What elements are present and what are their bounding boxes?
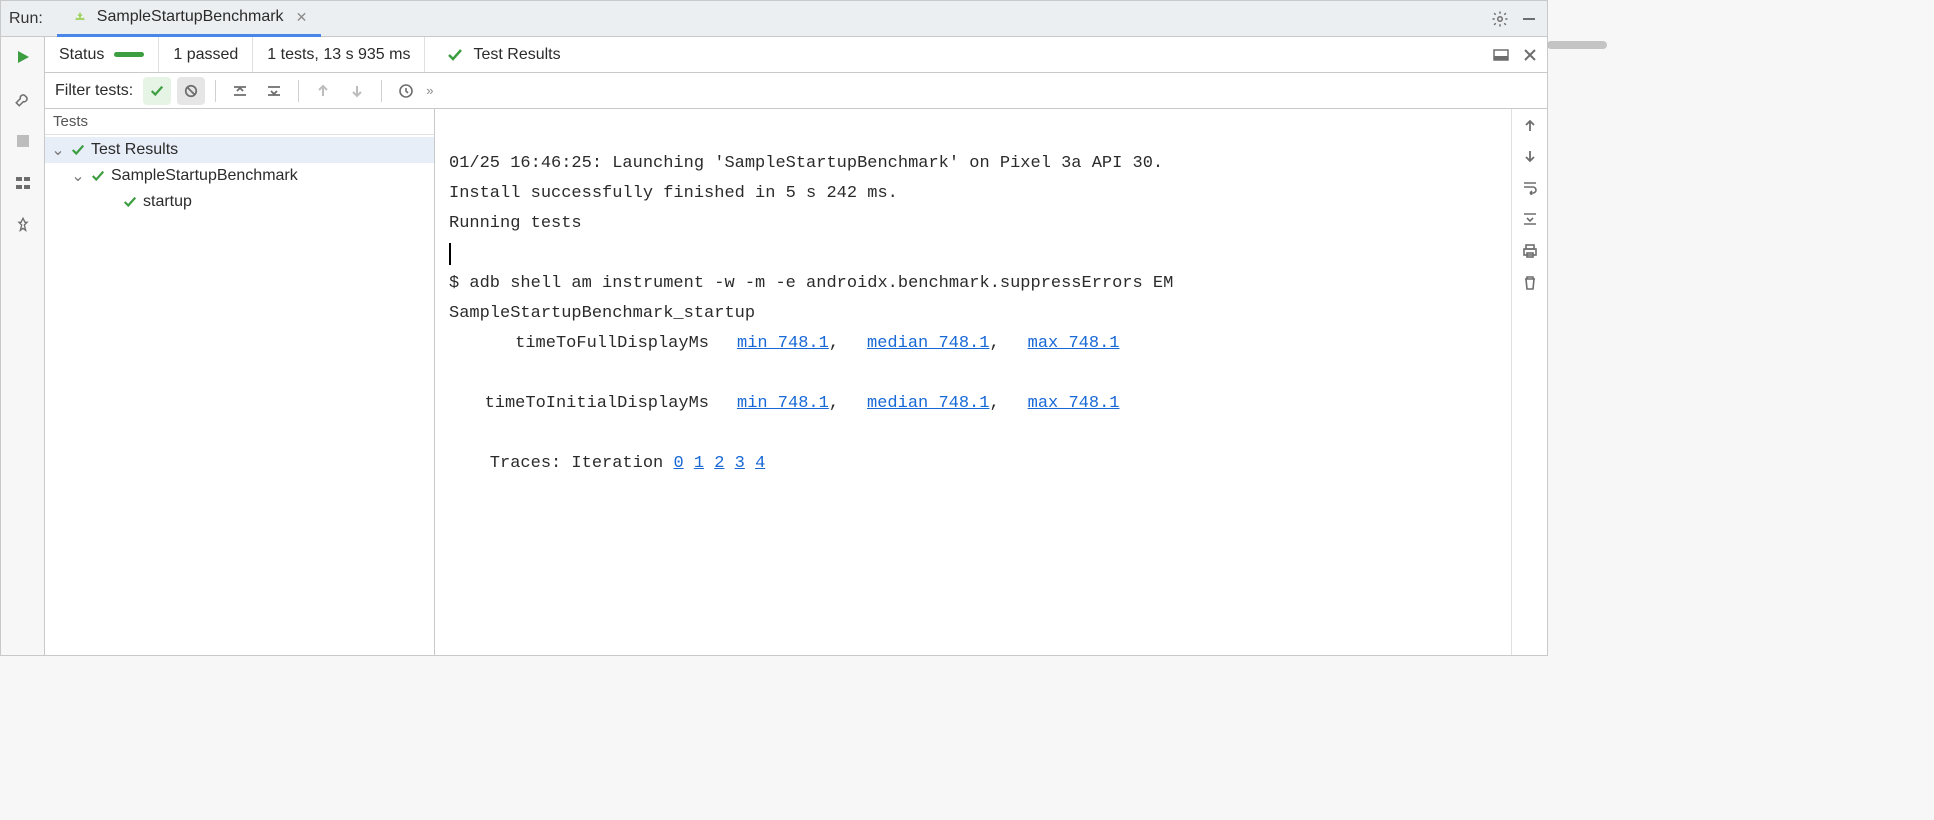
down-icon[interactable] [1523,149,1537,163]
window-mode-icon[interactable] [1493,47,1509,63]
test-class-node[interactable]: ⌄ SampleStartupBenchmark [45,163,434,189]
left-toolbar [1,37,45,655]
metric-row: timeToFullDisplayMsmin 748.1,median 748.… [449,329,1497,359]
iteration-link[interactable]: 1 [694,454,704,473]
console-output[interactable]: 01/25 16:46:25: Launching 'SampleStartup… [435,109,1511,655]
console-toolbar [1511,109,1547,655]
separator [381,80,382,102]
trash-icon[interactable] [1522,275,1538,291]
android-icon [71,8,89,26]
prev-failed-icon[interactable] [309,77,337,105]
iteration-link[interactable]: 0 [673,454,683,473]
status-bar: Status 1 passed 1 tests, 13 s 935 ms Tes… [45,37,1547,73]
node-label: Test Results [91,141,178,159]
minimize-icon[interactable] [1521,11,1537,27]
metric-row: timeToInitialDisplayMsmin 748.1,median 7… [449,389,1497,419]
check-icon [71,143,85,157]
text-caret [449,243,451,265]
node-label: startup [143,193,192,211]
expand-all-icon[interactable] [226,77,254,105]
filter-bar: Filter tests: » [45,73,1547,109]
metric-median-link[interactable]: median 748.1 [867,394,989,413]
iteration-link[interactable]: 2 [714,454,724,473]
print-icon[interactable] [1522,243,1538,259]
more-icon[interactable]: » [426,83,433,98]
check-icon [91,169,105,183]
run-tool-window: Run: SampleStartupBenchmark ✕ [0,0,1548,656]
iteration-link[interactable]: 4 [755,454,765,473]
run-label: Run: [9,10,43,28]
metric-max-link[interactable]: max 748.1 [1028,329,1120,359]
console-line: $ adb shell am instrument -w -m -e andro… [449,274,1173,293]
progress-bar [114,52,144,57]
check-icon [123,195,137,209]
separator [298,80,299,102]
filter-label: Filter tests: [55,82,133,100]
metric-median-link[interactable]: median 748.1 [867,334,989,353]
traces-line: Traces: Iteration 0 1 2 3 4 [449,454,765,473]
metric-label: timeToFullDisplayMs [449,329,709,359]
test-summary: 1 tests, 13 s 935 ms [267,46,410,64]
close-icon[interactable] [1523,48,1537,62]
console-line: Install successfully finished in 5 s 242… [449,184,898,203]
wrench-icon[interactable] [9,85,37,113]
layout-icon[interactable] [9,169,37,197]
rerun-icon[interactable] [9,43,37,71]
console-line: 01/25 16:46:25: Launching 'SampleStartup… [449,154,1163,173]
tests-tree: ⌄ Test Results ⌄ SampleStartupBenchmark [45,135,434,217]
test-results-node[interactable]: ⌄ Test Results [45,137,434,163]
run-tab[interactable]: SampleStartupBenchmark ✕ [57,1,322,37]
tree-header: Tests [45,109,434,135]
test-method-node[interactable]: startup [45,189,434,215]
status-label: Status [59,46,104,64]
stop-icon[interactable] [9,127,37,155]
topbar: Run: SampleStartupBenchmark ✕ [1,1,1547,37]
pin-icon[interactable] [9,211,37,239]
separator [215,80,216,102]
run-tab-label: SampleStartupBenchmark [97,8,284,26]
soft-wrap-icon[interactable] [1522,179,1538,195]
metric-max-link[interactable]: max 748.1 [1028,389,1120,419]
show-passed-icon[interactable] [143,77,171,105]
up-icon[interactable] [1523,119,1537,133]
tests-tree-panel: Tests ⌄ Test Results ⌄ SampleStartupBenc… [45,109,435,655]
passed-count: 1 passed [173,46,238,64]
close-tab-icon[interactable]: ✕ [296,9,308,26]
test-results-label: Test Results [473,46,560,64]
history-icon[interactable] [392,77,420,105]
metric-min-link[interactable]: min 748.1 [737,334,829,353]
metric-label: timeToInitialDisplayMs [449,389,709,419]
check-icon [447,47,463,63]
chevron-down-icon: ⌄ [51,140,65,160]
node-label: SampleStartupBenchmark [111,167,298,185]
scroll-to-end-icon[interactable] [1522,211,1538,227]
metric-min-link[interactable]: min 748.1 [737,394,829,413]
console-line: SampleStartupBenchmark_startup [449,304,755,323]
iteration-link[interactable]: 3 [735,454,745,473]
gear-icon[interactable] [1491,10,1509,28]
collapse-all-icon[interactable] [260,77,288,105]
chevron-down-icon: ⌄ [71,166,85,186]
next-failed-icon[interactable] [343,77,371,105]
show-ignored-icon[interactable] [177,77,205,105]
console-line: Running tests [449,214,582,233]
